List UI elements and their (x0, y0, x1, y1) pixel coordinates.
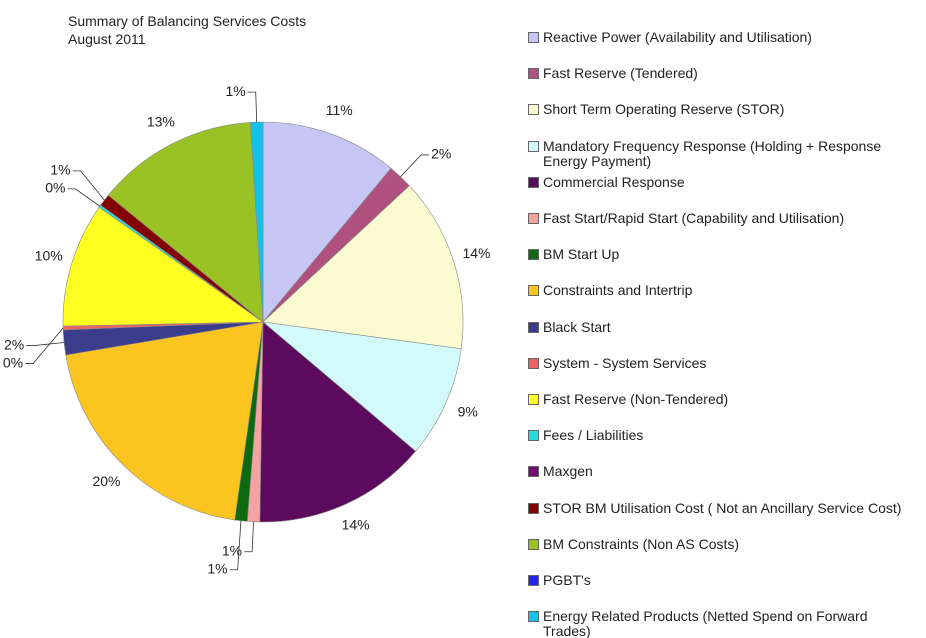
legend-label: Mandatory Frequency Response (Holding + … (543, 137, 882, 169)
legend-swatch (528, 213, 539, 224)
legend-swatch (528, 394, 539, 405)
legend-label: Commercial Response (543, 173, 685, 190)
legend-swatch (528, 575, 539, 586)
legend-item: Constraints and Intertrip (528, 283, 913, 298)
leader-line (400, 154, 430, 178)
legend-label: Energy Related Products (Netted Spend on… (543, 608, 868, 638)
leader-line (247, 91, 258, 123)
legend-swatch (528, 104, 539, 116)
data-label: 14% (462, 245, 490, 261)
legend-swatch (528, 502, 539, 514)
data-label: 1% (50, 162, 70, 178)
legend-label: Constraints and Intertrip (543, 282, 693, 299)
legend-item: Energy Related Products (Netted Spend on… (528, 609, 913, 638)
data-label: 11% (326, 102, 353, 118)
pie-slice (65, 321, 264, 521)
legend-label: Fast Start/Rapid Start (Capability and U… (543, 210, 845, 226)
legend-item: Fast Start/Rapid Start (Capability and U… (528, 211, 913, 226)
legend-item: System - System Services (528, 354, 913, 371)
pie-slice (250, 121, 264, 323)
legend-item: Fast Reserve (Non-Tendered) (528, 392, 913, 407)
legend-swatch (528, 538, 539, 550)
leader-line (26, 342, 65, 346)
legend-swatch (528, 285, 539, 297)
leader-line (244, 521, 254, 553)
legend-item: PGBT's (528, 573, 913, 588)
legend-label: Maxgen (543, 463, 593, 480)
data-label: 1% (222, 542, 242, 558)
legend-swatch (528, 176, 539, 188)
pie-slice (262, 185, 464, 350)
legend-label: Fees / Liabilities (543, 427, 644, 444)
legend-label: BM Start Up (543, 246, 620, 263)
legend-label: BM Constraints (Non AS Costs) (543, 535, 740, 552)
legend-item: Mandatory Frequency Response (Holding + … (528, 137, 913, 169)
legend-item: BM Constraints (Non AS Costs) (528, 535, 913, 552)
data-label: 0% (3, 354, 23, 370)
pie-slice (107, 122, 264, 323)
legend-item: Commercial Response (528, 173, 913, 190)
leader-line (67, 188, 101, 207)
legend-item: Fees / Liabilities (528, 428, 913, 443)
legend-label: Fast Reserve (Non-Tendered) (543, 391, 729, 407)
legend-swatch (528, 611, 539, 623)
legend-swatch (528, 430, 539, 442)
data-label: 20% (92, 473, 120, 489)
pie-slice (262, 321, 462, 452)
data-label: 2% (4, 336, 24, 352)
legend-swatch (528, 466, 539, 478)
legend-swatch (528, 140, 539, 152)
pie-slice (62, 206, 264, 327)
legend-label: STOR BM Utilisation Cost ( Not an Ancill… (543, 499, 902, 516)
legend-label: Black Start (543, 318, 611, 335)
legend-item: Short Term Operating Reserve (STOR) (528, 102, 913, 117)
legend-label: System - System Services (543, 354, 707, 371)
data-label: 10% (35, 248, 63, 264)
legend-item: Black Start (528, 318, 913, 335)
legend-label: Fast Reserve (Tendered) (543, 65, 698, 82)
data-label: 1% (226, 83, 246, 99)
pie-slice (259, 321, 417, 523)
legend-swatch (528, 68, 539, 80)
leader-line (25, 327, 64, 364)
leader-line (229, 520, 242, 571)
legend-swatch (528, 357, 539, 369)
legend-swatch (528, 32, 539, 43)
data-label: 14% (342, 517, 370, 533)
legend-swatch (528, 249, 539, 261)
title-block: Summary of Balancing Services Costs Augu… (68, 12, 306, 48)
legend-swatch (528, 321, 539, 333)
legend-item: BM Start Up (528, 247, 913, 262)
pie-slice (262, 121, 392, 323)
chart-subtitle: August 2011 (68, 31, 146, 47)
legend-item: STOR BM Utilisation Cost ( Not an Ancill… (528, 499, 913, 516)
data-label: 9% (458, 404, 478, 420)
data-label: 0% (45, 180, 65, 196)
leader-line (72, 170, 105, 201)
legend-item: Reactive Power (Availability and Utilisa… (528, 30, 913, 45)
legend-label: PGBT's (543, 572, 591, 588)
legend-item: Fast Reserve (Tendered) (528, 66, 913, 81)
legend-label: Reactive Power (Availability and Utilisa… (543, 29, 812, 45)
data-label: 1% (207, 560, 227, 576)
chart-title: Summary of Balancing Services Costs (68, 13, 307, 29)
data-label: 13% (147, 113, 175, 129)
legend-item: Maxgen (528, 464, 913, 479)
legend-label: Short Term Operating Reserve (STOR) (543, 101, 785, 118)
data-label: 2% (431, 146, 451, 162)
